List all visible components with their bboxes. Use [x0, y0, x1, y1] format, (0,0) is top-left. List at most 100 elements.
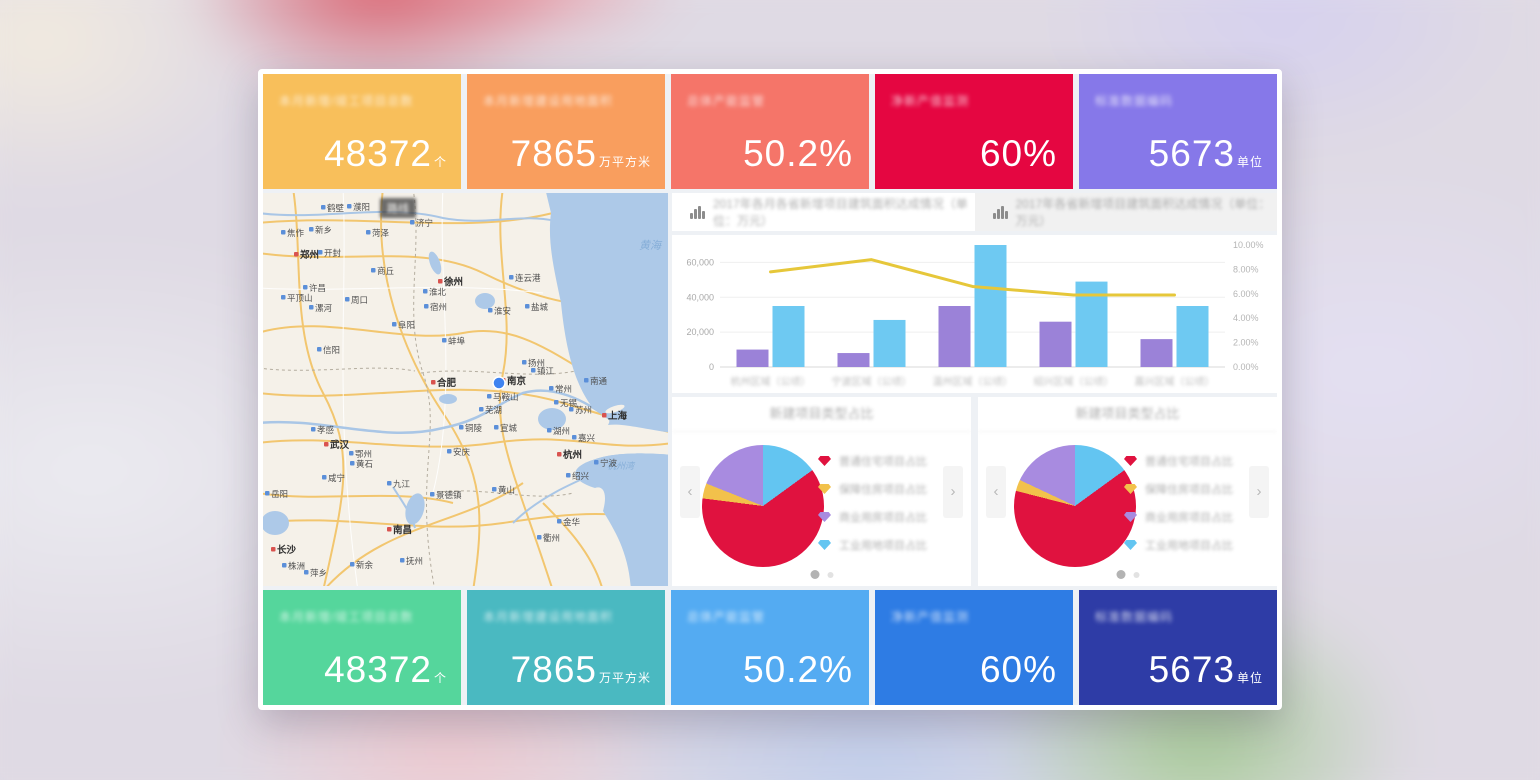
- svg-text:盐城: 盐城: [531, 302, 549, 312]
- top-stat-cards: 本月新增/竣工项目总数 48372 个本月新增建设用地面积 7865 万平方米 总体产能监…: [263, 74, 1277, 189]
- stat-card: 净新产值监测 60%: [875, 74, 1073, 189]
- stat-card: 本月新增建设用地面积 7865 万平方米: [467, 590, 665, 705]
- legend-label: 工业用地项目占比: [839, 540, 927, 552]
- dot-idle[interactable]: [1133, 571, 1139, 578]
- stat-card-title: 净新产值监测: [891, 610, 970, 624]
- map-city-label: 信阳: [317, 345, 340, 355]
- bar-purple[interactable]: [1039, 321, 1072, 367]
- legend-marker-icon: [818, 484, 831, 494]
- map-city-label: 长沙: [271, 544, 297, 556]
- svg-text:40,000: 40,000: [686, 292, 714, 302]
- map-city-label: 武汉: [324, 439, 350, 451]
- stat-card-unit: 万平方米: [598, 155, 651, 169]
- bay-label: 杭州湾: [607, 461, 636, 471]
- svg-text:咸宁: 咸宁: [328, 473, 345, 483]
- stat-card: 本月新增/竣工项目总数 48372 个: [263, 590, 461, 705]
- dot-idle[interactable]: [827, 571, 833, 578]
- bar-blue[interactable]: [873, 319, 906, 367]
- svg-text:连云港: 连云港: [515, 273, 541, 283]
- svg-text:鄂州: 鄂州: [355, 449, 372, 459]
- map-city-label: 漯河: [309, 303, 333, 313]
- map-city-label: 开封: [318, 248, 342, 258]
- svg-text:20,000: 20,000: [686, 327, 714, 337]
- bar-purple[interactable]: [938, 306, 971, 367]
- map-location-marker[interactable]: [492, 376, 506, 390]
- svg-text:淮北: 淮北: [429, 287, 447, 297]
- pie-chart[interactable]: [702, 445, 824, 567]
- legend-marker-icon: [1124, 512, 1137, 522]
- bar-purple[interactable]: [1140, 339, 1173, 367]
- map-city-label: 宿州: [424, 302, 447, 312]
- map-city-label: 周口: [345, 295, 368, 305]
- svg-text:嘉兴: 嘉兴: [578, 433, 596, 443]
- chart-tabs: 2017年各月各省新增项目建筑面积达成情况（单位：万元） 2017年各省新增项目…: [672, 193, 1277, 231]
- stat-card: 总体产能监管 50.2%: [671, 590, 869, 705]
- pie-chart[interactable]: [1014, 445, 1136, 567]
- map-city-label: 平顶山: [281, 293, 313, 303]
- svg-text:武汉: 武汉: [330, 439, 350, 451]
- map-city-label: 扬州: [522, 358, 545, 368]
- map-city-label: 常州: [549, 384, 572, 394]
- x-axis-label: 绍兴区域（公顷）: [1034, 375, 1114, 388]
- pie-legend: 普通住宅项目占比 保障住房项目占比商业用房项目占比 工业用地项目占比: [818, 453, 927, 553]
- svg-text:10.00%: 10.00%: [1233, 240, 1264, 250]
- tab-province-chart[interactable]: 2017年各省新增项目建筑面积达成情况（单位：万元）: [974, 193, 1277, 231]
- map-city-label: 盐城: [525, 302, 549, 312]
- stat-card: 标准数据编码 5673 单位: [1079, 74, 1277, 189]
- bar-blue[interactable]: [974, 245, 1007, 367]
- stat-card-title: 净新产值监测: [891, 94, 970, 108]
- bar-purple[interactable]: [736, 349, 769, 367]
- pie-title: 新建项目类型占比: [672, 397, 971, 432]
- stat-card: 标准数据编码 5673 单位: [1079, 590, 1277, 705]
- map-panel[interactable]: 黄海 杭州湾 鹤壁 濮阳 济宁 菏泽 新乡 焦作 郑州 开封 商丘 徐州 连云港 淮北 宿州 许昌 平顶山漯…: [263, 193, 668, 586]
- map-city-label: 新余: [350, 560, 374, 570]
- stat-card: 本月新增/竣工项目总数 48372 个: [263, 74, 461, 189]
- stat-card-title: 本月新增/竣工项目总数: [279, 610, 414, 624]
- stat-card-title: 本月新增建设用地面积: [483, 94, 614, 108]
- bar-purple[interactable]: [837, 353, 870, 367]
- map-city-label: 苏州: [569, 405, 592, 415]
- map-city-label: 马鞍山: [487, 392, 519, 402]
- svg-text:漯河: 漯河: [315, 303, 333, 313]
- stat-card-title: 总体产能监管: [687, 94, 766, 108]
- svg-text:蚌埠: 蚌埠: [448, 336, 466, 346]
- carousel-prev-button[interactable]: ‹: [986, 465, 1006, 518]
- map-city-label: 咸宁: [322, 473, 345, 483]
- legend-label: 商业用房项目占比: [839, 512, 927, 524]
- pie-card-left: 新建项目类型占比 普通住宅项目占比 保障住房项目占比商业用房项目占比 工业用地项目占…: [672, 397, 971, 586]
- svg-text:宿州: 宿州: [430, 302, 447, 312]
- legend-item[interactable]: 保障住房项目占比: [1124, 481, 1233, 497]
- svg-text:扬州: 扬州: [528, 358, 545, 368]
- svg-text:上海: 上海: [608, 410, 628, 422]
- map-city-label: 濮阳: [347, 202, 370, 212]
- stat-card-value: 5673 单位: [1148, 133, 1263, 174]
- carousel-next-button[interactable]: ›: [1249, 465, 1269, 518]
- bar-line-chart: 60,000 40,000 20,000 0 10.00% 8.00% 6.00% 4.00%…: [672, 235, 1277, 393]
- legend-marker-icon: [818, 512, 831, 522]
- map-city-label: 黄石: [350, 459, 373, 469]
- legend-item[interactable]: 工业用地项目占比: [1124, 537, 1233, 553]
- tab-monthly-chart[interactable]: 2017年各月各省新增项目建筑面积达成情况（单位：万元）: [672, 193, 975, 231]
- svg-text:景德镇: 景德镇: [436, 490, 462, 500]
- legend-marker-icon: [818, 540, 831, 550]
- bar-chart-icon: [992, 205, 1008, 219]
- bar-blue[interactable]: [1176, 306, 1209, 367]
- svg-text:鹤壁: 鹤壁: [327, 203, 345, 213]
- dot-active[interactable]: [1116, 570, 1125, 579]
- carousel-prev-button[interactable]: ‹: [680, 465, 700, 518]
- legend-item[interactable]: 工业用地项目占比: [818, 537, 927, 553]
- legend-item[interactable]: 商业用房项目占比: [818, 509, 927, 525]
- rate-line[interactable]: [769, 258, 1176, 297]
- legend-item[interactable]: 普通住宅项目占比: [1124, 453, 1233, 469]
- carousel-next-button[interactable]: ›: [943, 465, 963, 518]
- svg-text:绍兴: 绍兴: [572, 471, 590, 481]
- x-axis-label: 宁波区域（公顷）: [832, 375, 912, 388]
- legend-item[interactable]: 普通住宅项目占比: [818, 453, 927, 469]
- dot-active[interactable]: [810, 570, 819, 579]
- legend-item[interactable]: 保障住房项目占比: [818, 481, 927, 497]
- stat-card-title: 本月新增/竣工项目总数: [279, 94, 414, 108]
- svg-text:马鞍山: 马鞍山: [493, 392, 519, 402]
- legend-item[interactable]: 商业用房项目占比: [1124, 509, 1233, 525]
- bar-blue[interactable]: [772, 306, 805, 367]
